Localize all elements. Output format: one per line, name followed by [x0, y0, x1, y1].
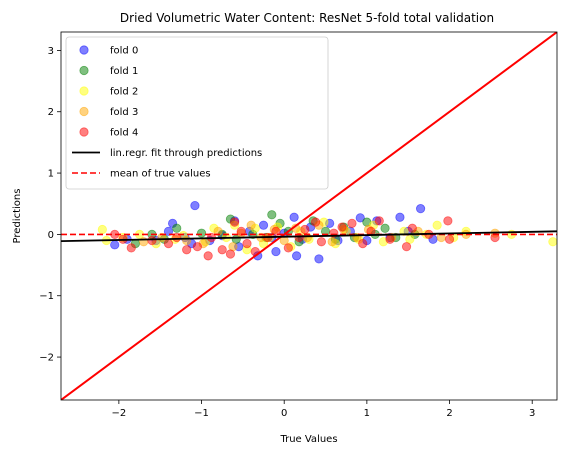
point-fold-4-25 [347, 218, 357, 228]
x-tick-label: 3 [529, 408, 535, 419]
point-fold-4-6 [182, 245, 192, 255]
x-tick-label: −2 [111, 408, 126, 419]
point-fold-0-14 [258, 220, 269, 230]
point-fold-0-32 [415, 204, 426, 214]
legend-label-regression: lin.regr. fit through predictions [110, 148, 262, 159]
points-layer [97, 200, 557, 264]
point-fold-3-4 [213, 226, 223, 236]
legend-label-fold-4: fold 4 [110, 128, 138, 139]
x-axis: −2 −1 0 1 2 3 [111, 400, 535, 419]
point-fold-4-4 [163, 239, 174, 249]
x-tick-label: 0 [281, 408, 287, 419]
point-fold-3-2 [182, 235, 192, 246]
point-fold-4-12 [230, 217, 240, 227]
point-fold-4-14 [242, 239, 252, 249]
point-fold-4-31 [407, 223, 417, 233]
legend-marker-fold-1 [79, 65, 89, 76]
point-fold-4-18 [283, 243, 293, 253]
y-axis: −2 −1 0 1 2 3 [39, 46, 61, 364]
point-fold-0-19 [291, 251, 302, 261]
point-fold-4-34 [444, 234, 455, 244]
point-fold-0-7 [190, 200, 200, 211]
point-fold-4-22 [316, 237, 326, 247]
point-fold-4-29 [385, 234, 395, 244]
point-fold-1-3 [172, 223, 182, 233]
legend-marker-fold-3 [79, 106, 89, 117]
legend-marker-fold-0 [79, 45, 89, 55]
legend: fold 0 fold 1 fold 2 fold 3 fold 4 lin.regr. … [65, 36, 329, 190]
point-fold-4-33 [443, 216, 453, 226]
x-axis-label: True Values [279, 434, 337, 445]
point-fold-0-18 [289, 212, 299, 222]
point-fold-4-30 [401, 242, 412, 252]
chart-title: Dried Volumetric Water Content: ResNet 5… [120, 11, 494, 25]
point-fold-0-26 [355, 213, 365, 223]
legend-frame [65, 36, 329, 190]
point-fold-4-26 [358, 239, 368, 249]
point-fold-4-7 [192, 242, 202, 252]
point-fold-4-24 [337, 222, 347, 232]
point-fold-1-21 [380, 223, 390, 233]
y-tick-label: 0 [48, 230, 54, 241]
point-fold-0-0 [110, 240, 120, 250]
plot-area [60, 31, 558, 401]
point-fold-3-14 [327, 237, 337, 247]
legend-label-fold-3: fold 3 [110, 107, 138, 118]
legend-label-fold-0: fold 0 [110, 46, 138, 57]
x-tick-label: 2 [446, 408, 452, 419]
y-tick-label: 2 [48, 107, 54, 118]
y-tick-label: −2 [39, 353, 54, 364]
point-fold-4-21 [311, 217, 321, 227]
regression-line [61, 230, 557, 243]
plot-frame [60, 31, 558, 401]
x-tick-label: −1 [194, 408, 209, 419]
legend-label-fold-2: fold 2 [110, 87, 138, 98]
point-fold-1-10 [267, 210, 277, 220]
y-tick-label: 1 [48, 169, 54, 180]
point-fold-2-28 [432, 220, 442, 230]
y-tick-label: −1 [39, 291, 54, 302]
legend-marker-fold-2 [79, 86, 89, 96]
point-fold-4-3 [147, 235, 157, 246]
point-fold-4-11 [225, 249, 236, 259]
y-axis-label: Predictions [12, 189, 23, 244]
point-fold-0-3 [163, 226, 174, 236]
series-fold-4 [110, 216, 500, 261]
point-fold-4-17 [271, 226, 281, 236]
point-fold-2-0 [97, 224, 107, 235]
lines-layer [61, 32, 557, 400]
x-tick-label: 1 [364, 408, 370, 419]
point-fold-4-2 [126, 243, 136, 253]
point-fold-0-16 [271, 246, 281, 257]
point-fold-4-28 [374, 216, 384, 226]
identity-line [61, 32, 557, 400]
point-fold-0-22 [314, 254, 324, 264]
point-fold-3-7 [246, 220, 256, 230]
point-fold-4-10 [217, 245, 227, 255]
point-fold-4-8 [203, 251, 213, 261]
point-fold-4-20 [300, 224, 310, 235]
point-fold-2-32 [548, 237, 557, 247]
legend-marker-fold-4 [79, 127, 89, 137]
point-fold-0-30 [395, 212, 405, 222]
point-fold-4-19 [294, 232, 304, 243]
legend-label-mean: mean of true values [110, 169, 211, 180]
point-fold-1-4 [196, 228, 207, 238]
point-fold-4-13 [236, 226, 246, 236]
legend-label-fold-1: fold 1 [110, 66, 138, 77]
y-tick-label: 3 [48, 46, 54, 57]
